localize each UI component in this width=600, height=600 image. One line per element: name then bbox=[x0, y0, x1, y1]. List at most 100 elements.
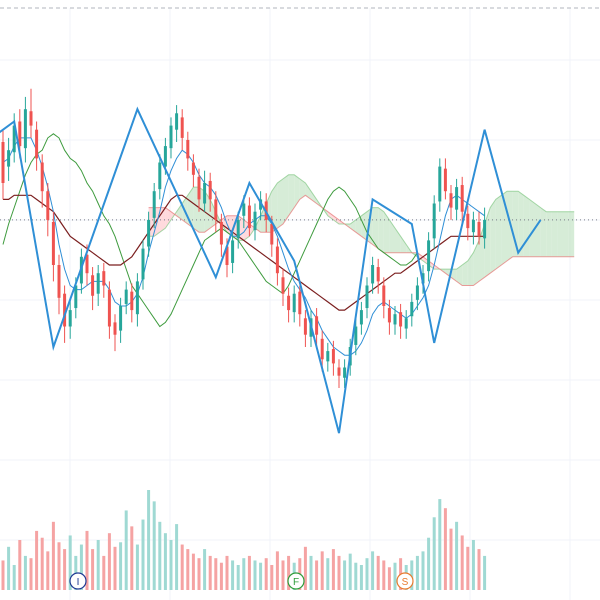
candle-body bbox=[225, 246, 229, 265]
candle-body bbox=[130, 291, 134, 311]
candle bbox=[152, 183, 156, 229]
volume-bar bbox=[455, 521, 459, 590]
volume-bar bbox=[23, 555, 27, 590]
candle-body bbox=[68, 310, 72, 327]
candle bbox=[102, 262, 106, 298]
cloud-segment bbox=[467, 252, 474, 286]
candle-body bbox=[365, 285, 369, 309]
candle bbox=[1, 129, 5, 200]
volume-bar bbox=[236, 565, 240, 590]
event-marker-label: I bbox=[77, 577, 80, 588]
volume-bar bbox=[387, 567, 391, 590]
volume-bar bbox=[359, 565, 363, 590]
candle-body bbox=[326, 351, 330, 362]
candle bbox=[281, 269, 285, 306]
event-marker-label: F bbox=[293, 577, 299, 588]
cloud-segment bbox=[551, 211, 558, 257]
candle bbox=[135, 273, 139, 327]
volume-bar bbox=[113, 546, 117, 590]
cloud-span-b-line bbox=[148, 194, 575, 286]
cloud-segment bbox=[210, 199, 216, 229]
cloud-segment bbox=[277, 178, 283, 229]
volume-bar bbox=[275, 551, 279, 590]
volume-bar bbox=[421, 551, 425, 590]
volume-bar bbox=[96, 540, 100, 590]
candle bbox=[443, 158, 447, 200]
volume-bar bbox=[259, 562, 263, 590]
candle bbox=[107, 281, 111, 339]
volume-bar bbox=[309, 555, 313, 590]
candle bbox=[57, 254, 61, 315]
volume-bar bbox=[331, 549, 335, 590]
candle-body bbox=[141, 248, 145, 280]
candle bbox=[359, 301, 363, 335]
candle-body bbox=[236, 219, 240, 239]
candle bbox=[483, 207, 487, 249]
candle-body bbox=[259, 199, 263, 210]
candle-body bbox=[119, 306, 123, 331]
candle-body bbox=[85, 254, 89, 274]
candle bbox=[124, 281, 128, 315]
candle-body bbox=[163, 146, 167, 167]
candle-body bbox=[29, 111, 33, 126]
candle bbox=[236, 211, 240, 249]
volume-bar bbox=[107, 533, 111, 590]
cloud-segment bbox=[479, 224, 485, 282]
candle bbox=[180, 109, 184, 151]
candle bbox=[415, 277, 419, 311]
cloud-segment bbox=[557, 211, 563, 257]
candle bbox=[354, 318, 358, 356]
candle bbox=[343, 359, 347, 388]
volume-bar bbox=[348, 553, 352, 590]
cloud-segment bbox=[490, 199, 496, 274]
candle bbox=[477, 211, 481, 245]
candle-body bbox=[46, 191, 50, 220]
candle-body bbox=[298, 291, 302, 315]
candle bbox=[455, 178, 459, 220]
candle bbox=[432, 195, 436, 249]
candle-body bbox=[247, 205, 251, 229]
cloud-segment bbox=[529, 199, 535, 257]
volume-bar bbox=[152, 501, 156, 590]
cloud-segment bbox=[283, 174, 289, 224]
candle-body bbox=[303, 318, 307, 335]
candle-body bbox=[438, 166, 442, 202]
candle-body bbox=[275, 246, 279, 274]
candle-body bbox=[96, 273, 100, 294]
candle-body bbox=[399, 312, 403, 327]
candle bbox=[410, 293, 414, 327]
candle-body bbox=[208, 180, 212, 200]
candle bbox=[303, 310, 307, 347]
candle-body bbox=[57, 265, 61, 298]
grid bbox=[0, 8, 600, 600]
volume-bar bbox=[427, 537, 431, 590]
volume-bar bbox=[242, 558, 246, 590]
candle-body bbox=[40, 162, 44, 192]
event-marker-s: S bbox=[396, 572, 414, 590]
cloud-segment bbox=[507, 191, 513, 261]
volume-bar bbox=[264, 558, 268, 590]
cloud-segment bbox=[518, 191, 524, 257]
candle bbox=[191, 154, 195, 188]
volume-bar bbox=[231, 560, 235, 590]
event-marker-f: F bbox=[287, 572, 305, 590]
candle-body bbox=[18, 121, 22, 147]
volume-bar bbox=[197, 558, 201, 590]
volume-bar bbox=[365, 558, 369, 590]
candle-body bbox=[371, 265, 375, 284]
volume-bar bbox=[320, 551, 324, 590]
candle bbox=[315, 308, 319, 347]
candle bbox=[51, 211, 55, 282]
volume-bar bbox=[141, 519, 145, 590]
candle bbox=[438, 158, 442, 212]
candle bbox=[158, 154, 162, 200]
candle bbox=[40, 154, 44, 208]
candle-body bbox=[180, 117, 184, 138]
volume-bar bbox=[35, 530, 39, 590]
candle-body bbox=[63, 293, 67, 327]
candle bbox=[253, 203, 257, 241]
cloud-segment bbox=[378, 207, 384, 253]
candle-body bbox=[387, 308, 391, 323]
candle bbox=[404, 310, 408, 339]
